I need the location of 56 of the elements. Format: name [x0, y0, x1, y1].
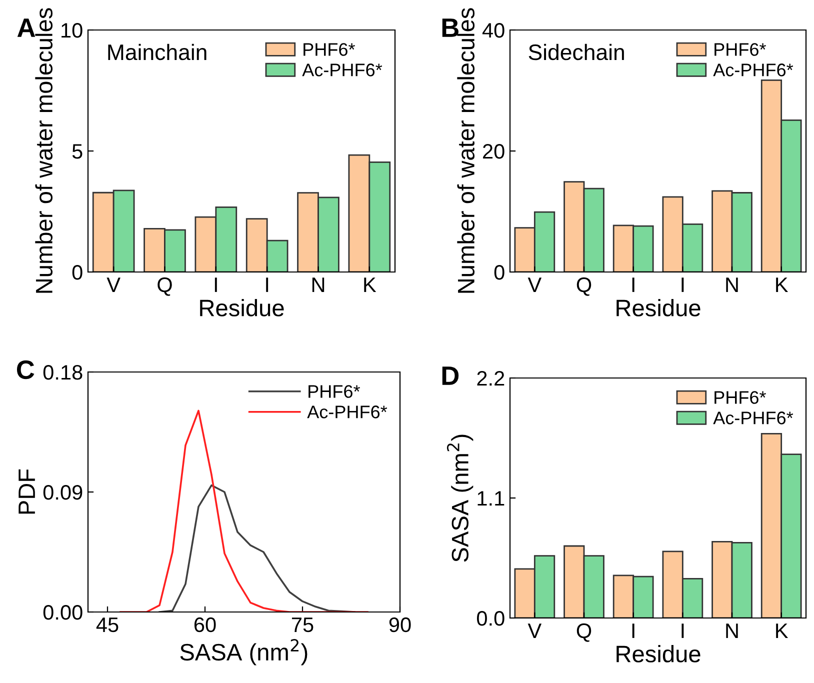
y-axis-title: SASA (nm$^{2}$): [446, 434, 474, 562]
chart-title: B: [442, 18, 458, 37]
annotation: Sidechain: [528, 44, 624, 60]
y-tick-label: 0: [72, 265, 82, 280]
chart-title: C: [16, 360, 34, 380]
x-tick-label: 75: [292, 618, 314, 632]
legend-label: PHF6*: [714, 43, 766, 56]
y-tick-label: 40: [482, 23, 504, 38]
x-tick-label: Q: [158, 277, 172, 296]
x-tick-label: V: [528, 278, 542, 292]
x-tick-label: K: [776, 278, 788, 292]
x-tick-label: I: [682, 624, 684, 638]
chart-title: D: [442, 366, 459, 385]
legend-label: Ac-PHF6*: [713, 412, 794, 424]
x-tick-label: V: [106, 278, 120, 292]
y-tick-label: 1.1: [478, 491, 504, 506]
x-tick-label: 45: [96, 618, 118, 632]
x-axis-title: SASA (nm$^{2}$): [180, 639, 308, 666]
legend-label: Ac-PHF6*: [713, 64, 794, 76]
x-axis-title: Residue: [616, 299, 700, 316]
x-tick-label: Q: [576, 623, 592, 642]
x-tick-label: I: [682, 278, 684, 292]
x-tick-label: K: [364, 278, 376, 292]
x-tick-label: I: [632, 278, 634, 292]
y-tick-label: 0: [494, 265, 504, 280]
x-tick-label: N: [726, 278, 738, 292]
y-axis-title: PDF: [18, 469, 35, 514]
legend-label: Ac-PHF6*: [302, 64, 382, 76]
y-tick-label: 20: [483, 144, 504, 159]
chart-title: A: [17, 18, 36, 37]
y-axis-title: Number of water molecules: [457, 8, 475, 293]
x-tick-label: N: [312, 278, 324, 292]
x-axis-title: Residue: [200, 299, 284, 316]
legend-label: Ac-PHF6*: [307, 406, 388, 418]
x-tick-label: 60: [194, 617, 216, 632]
y-tick-label: 2.2: [477, 371, 504, 386]
x-tick-label: I: [214, 278, 217, 292]
x-tick-label: N: [726, 624, 738, 638]
x-tick-label: I: [632, 624, 634, 638]
y-tick-label: 0.09: [43, 485, 82, 500]
y-tick-label: 0.18: [43, 365, 82, 380]
y-axis-title: Number of water molecules: [35, 8, 53, 293]
legend-label: PHF6*: [304, 43, 355, 56]
y-tick-label: 5: [72, 144, 82, 159]
legend-label: PHF6*: [308, 385, 360, 398]
x-tick-label: K: [776, 624, 788, 638]
annotation: Mainchain: [108, 44, 206, 60]
x-axis-title: Residue: [616, 645, 700, 662]
x-tick-label: 90: [389, 617, 411, 632]
x-tick-label: Q: [576, 277, 592, 296]
y-tick-label: 0.00: [43, 605, 82, 620]
legend-label: PHF6*: [714, 391, 766, 404]
x-tick-label: V: [528, 624, 542, 638]
y-tick-label: 0.0: [476, 611, 504, 626]
y-tick-label: 10: [62, 23, 82, 38]
x-tick-label: I: [266, 278, 268, 292]
